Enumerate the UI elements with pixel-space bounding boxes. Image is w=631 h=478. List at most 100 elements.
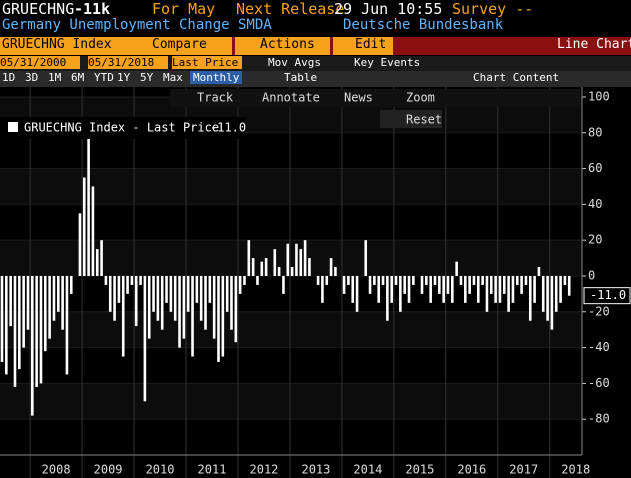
y-tick-label: -40 (588, 340, 610, 354)
zoom[interactable]: Zoom (406, 91, 435, 105)
y-tick-label: 40 (588, 197, 602, 211)
bar (550, 275, 554, 330)
period-button[interactable]: 6M (71, 71, 85, 84)
bar (455, 261, 458, 276)
bar (186, 275, 190, 312)
bar (165, 275, 168, 303)
bar (299, 249, 303, 276)
field[interactable]: Last Price (172, 56, 242, 69)
bar (438, 275, 441, 294)
bar (208, 275, 212, 303)
bar (48, 275, 51, 339)
subtitle: Germany Unemployment Change SMDA (2, 17, 272, 33)
bar (143, 275, 147, 402)
bar (485, 275, 489, 312)
reset[interactable]: Reset (406, 113, 442, 127)
bar (100, 240, 103, 276)
bar (104, 275, 108, 285)
bar (82, 177, 86, 276)
track[interactable]: Track (197, 91, 234, 105)
bar (446, 275, 450, 294)
bar (18, 275, 21, 370)
key-events[interactable]: Key Events (354, 56, 421, 69)
bar (5, 275, 8, 375)
bar (191, 275, 194, 357)
bar (277, 267, 281, 276)
bar (212, 275, 216, 339)
x-tick-label: 2015 (405, 463, 434, 477)
table[interactable]: Table (284, 71, 318, 84)
bar (386, 275, 389, 321)
period-bar: 1D 3D 1M 6M YTD 1Y 5Y Max Monthly Table Chart C… (0, 71, 631, 87)
bar (390, 275, 393, 303)
chart-content[interactable]: Chart Content (473, 71, 560, 84)
bar (412, 275, 415, 285)
mov-avgs[interactable]: Mov Avgs (268, 56, 321, 69)
period-button[interactable]: Max (163, 71, 183, 84)
bar (173, 275, 177, 321)
bar (381, 275, 385, 285)
bar (451, 275, 454, 303)
period-button[interactable]: 1M (48, 71, 62, 84)
bar (399, 275, 402, 312)
y-tick-label: 0 (588, 268, 595, 282)
bar (56, 275, 60, 312)
next-release-label: Next Release (236, 0, 345, 18)
bar (489, 275, 493, 294)
security[interactable]: GRUECHNG Index (0, 37, 122, 55)
subtitle-bar: Germany Unemployment Change SMDA Deutsch… (0, 17, 631, 35)
x-tick-label: 2014 (353, 463, 382, 477)
chart: 100 80 60 40 20 0 -20 -40 -60 -80 2008 2009 2010 2011… (0, 87, 631, 478)
chart-kind[interactable]: Line Chart (557, 37, 631, 52)
bar (442, 275, 445, 303)
period-button[interactable]: 1D (2, 71, 16, 84)
legend-label: GRUECHNG Index - Last Price (24, 121, 219, 135)
compare[interactable]: Compare (122, 37, 232, 55)
legend (0, 117, 245, 139)
bar (507, 275, 510, 312)
x-tick-label: 2017 (509, 463, 538, 477)
bar (195, 275, 199, 303)
y-tick-label: 20 (588, 233, 602, 247)
bar (130, 275, 134, 285)
bar (243, 275, 246, 285)
bar (113, 275, 116, 321)
bar (554, 275, 558, 312)
plot: 100 80 60 40 20 0 -20 -40 -60 -80 2008 2009 2010 2011… (0, 87, 610, 478)
bar (468, 275, 471, 294)
end-date[interactable]: 05/31/2018 (88, 56, 168, 69)
annotate[interactable]: Annotate (262, 91, 320, 105)
bar (35, 275, 38, 387)
bar (147, 275, 151, 339)
band (0, 311, 582, 348)
news[interactable]: News (344, 91, 373, 105)
frequency[interactable]: Monthly (190, 71, 243, 84)
period-button[interactable]: 5Y (140, 71, 154, 84)
bar (78, 213, 82, 276)
edit[interactable]: Edit (333, 37, 393, 55)
bar (256, 275, 259, 285)
period-button[interactable]: 1Y (117, 71, 131, 84)
bar (152, 275, 155, 312)
x-tick-label: 2011 (198, 463, 227, 477)
reset-button[interactable] (380, 110, 442, 128)
bar (528, 275, 532, 321)
start-date[interactable]: 05/31/2000 (0, 56, 80, 69)
bar (563, 275, 567, 285)
bar (117, 275, 121, 303)
bar (377, 275, 381, 303)
bar (334, 267, 337, 276)
bar (225, 275, 229, 312)
bar (22, 275, 25, 348)
actions[interactable]: Actions (235, 37, 330, 55)
period-button[interactable]: 3D (25, 71, 39, 84)
bar (316, 275, 320, 285)
x-tick-label: 2013 (301, 463, 330, 477)
bar (498, 275, 502, 303)
range-bar: 05/31/2000 05/31/2018 Last Price Mov Avg… (0, 56, 631, 71)
bar (273, 249, 277, 276)
ticker: GRUECHNG (2, 0, 75, 18)
x-tick-label: 2018 (561, 463, 590, 477)
period-button[interactable]: YTD (94, 71, 114, 84)
bar (502, 275, 506, 294)
